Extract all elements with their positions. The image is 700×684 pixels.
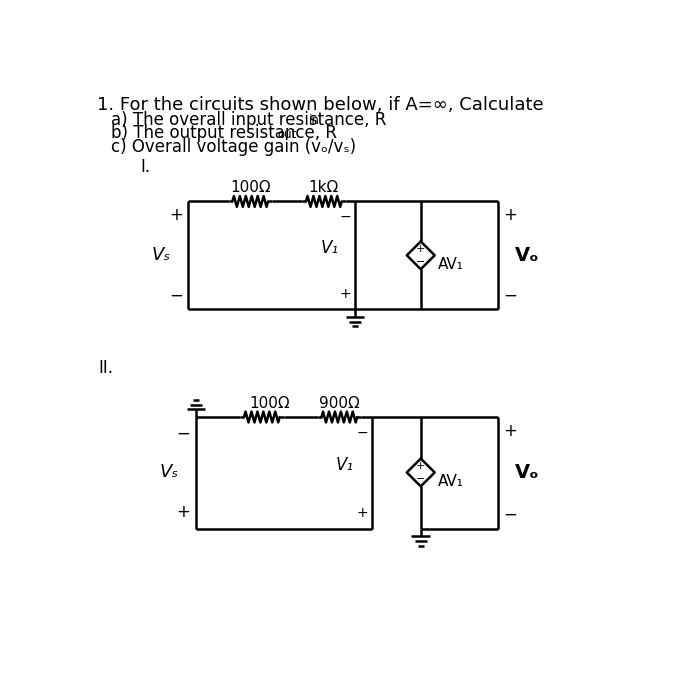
Text: 100Ω: 100Ω: [249, 395, 290, 410]
Text: +: +: [340, 287, 351, 301]
Text: −: −: [416, 256, 426, 267]
Text: −: −: [416, 474, 426, 484]
Text: I.: I.: [140, 157, 150, 176]
Text: b) The output resistance, R: b) The output resistance, R: [111, 124, 337, 142]
Text: c) Overall voltage gain (vₒ/vₛ): c) Overall voltage gain (vₒ/vₛ): [111, 137, 356, 155]
Text: Vₛ: Vₛ: [160, 464, 178, 482]
Text: V₁: V₁: [336, 456, 354, 474]
Text: +: +: [357, 506, 368, 521]
Text: −: −: [504, 287, 517, 304]
Text: Vₒ: Vₒ: [515, 463, 540, 482]
Text: −: −: [504, 506, 517, 524]
Text: out: out: [277, 127, 297, 140]
Text: AV₁: AV₁: [438, 474, 463, 489]
Text: +: +: [504, 422, 517, 440]
Text: a) The overall input resistance, R: a) The overall input resistance, R: [111, 111, 386, 129]
Text: +: +: [169, 207, 183, 224]
Text: Vₛ: Vₛ: [152, 246, 171, 264]
Text: AV₁: AV₁: [438, 257, 463, 272]
Text: in: in: [309, 114, 319, 127]
Text: +: +: [176, 503, 190, 521]
Text: 1kΩ: 1kΩ: [309, 180, 339, 195]
Text: 100Ω: 100Ω: [230, 180, 271, 195]
Text: −: −: [340, 210, 351, 224]
Text: −: −: [176, 425, 190, 443]
Text: +: +: [416, 244, 426, 254]
Text: II.: II.: [98, 359, 113, 378]
Text: V₁: V₁: [321, 239, 339, 256]
Text: +: +: [504, 207, 517, 224]
Text: Vₒ: Vₒ: [515, 246, 540, 265]
Text: −: −: [169, 287, 183, 304]
Text: +: +: [416, 461, 426, 471]
Text: 900Ω: 900Ω: [319, 395, 360, 410]
Text: 1. For the circuits shown below, if A=∞, Calculate: 1. For the circuits shown below, if A=∞,…: [97, 96, 543, 114]
Text: −: −: [357, 425, 368, 439]
